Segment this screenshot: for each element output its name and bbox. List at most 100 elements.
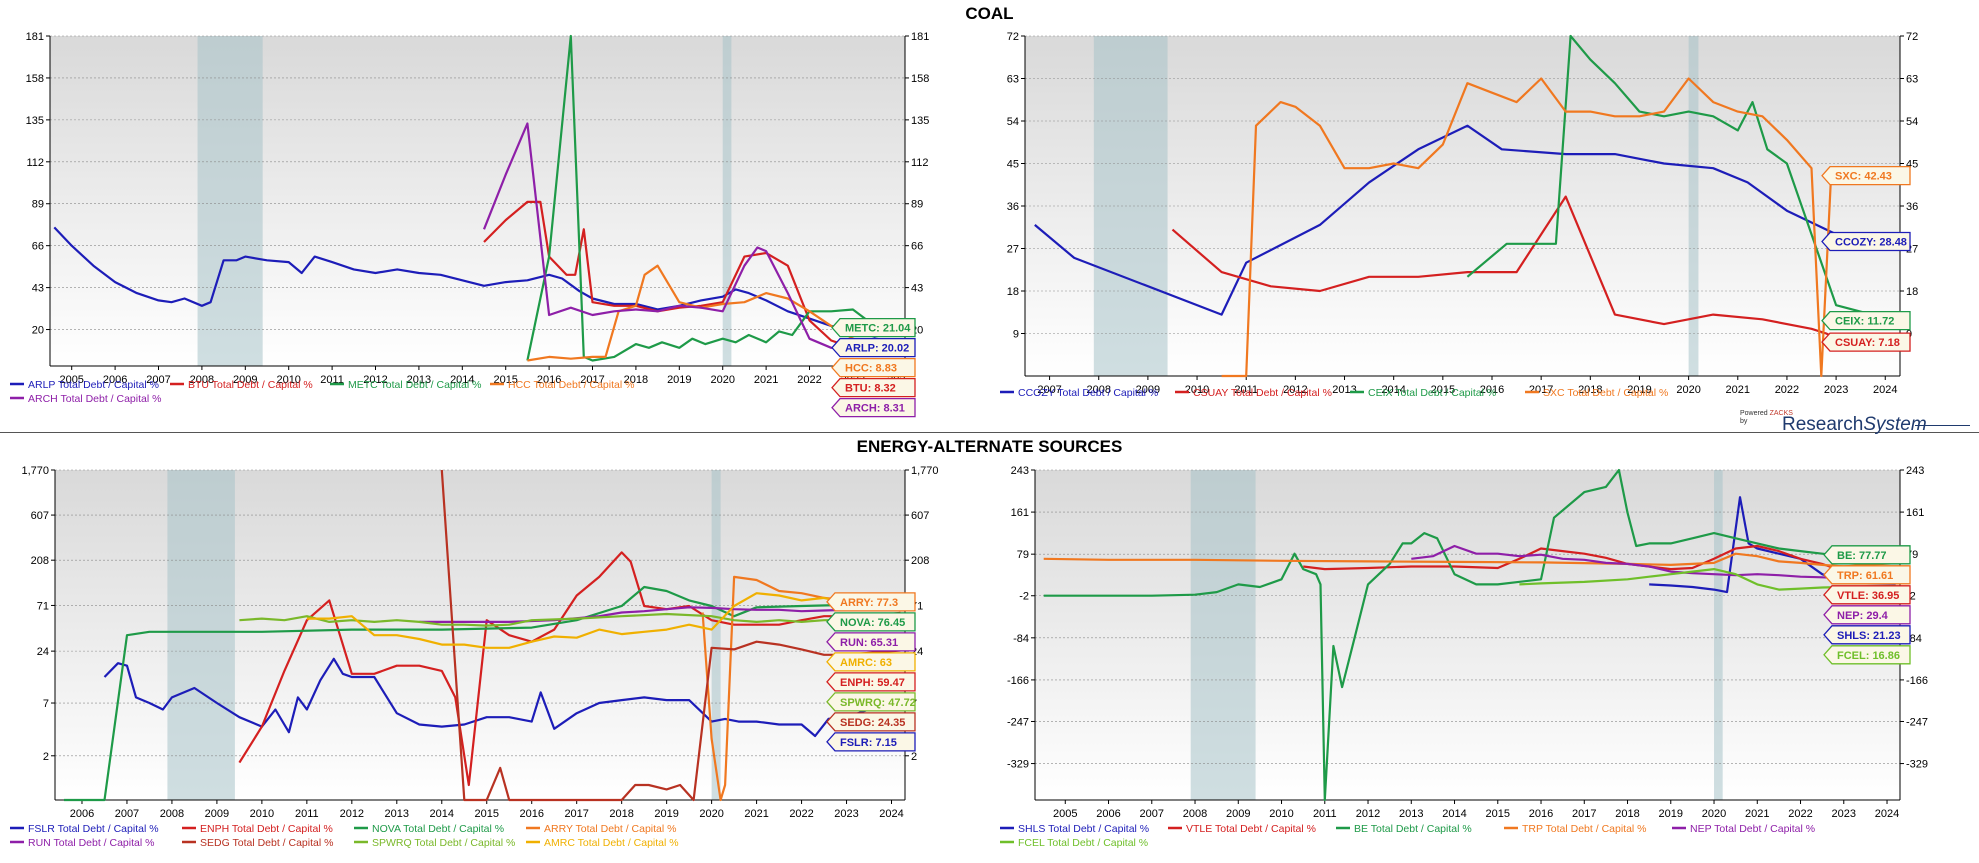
end-value-label: BE: 77.77 [1823,545,1911,565]
y-tick-label-left: -166 [1007,675,1029,687]
y-tick-label-right: 135 [911,115,929,127]
x-tick-label: 2008 [1086,384,1110,396]
end-value-label: SXC: 42.43 [1821,165,1911,186]
legend-item: ARCH Total Debt / Capital % [10,393,161,405]
y-tick-label-left: -2 [1019,591,1029,603]
legend-item: CSUAY Total Debt / Capital % [1175,387,1332,399]
end-label-text: ENPH: 59.47 [840,677,905,689]
y-tick-label-right: 2 [911,751,917,763]
x-tick-label: 2018 [624,374,648,386]
y-tick-label-right: 208 [911,555,929,567]
legend-item: NOVA Total Debt / Capital % [354,823,504,835]
y-tick-label-right: 112 [911,157,929,169]
x-tick-label: 2005 [1053,808,1077,820]
x-tick-label: 2008 [190,374,214,386]
series-line [1034,124,1896,316]
chart-coal-right: 9918182727363645455454636372722007200820… [1000,31,1918,399]
legend-item: FCEL Total Debt / Capital % [1000,837,1148,849]
end-label-text: VTLE: 36.95 [1837,590,1899,602]
x-tick-label: 2007 [115,808,139,820]
chart-panel-energy-left: 2277242471712082086076071,7701,770200620… [0,460,985,858]
brand-powered-by: Powered ZACKS by [1740,410,1793,425]
end-label-text: HCC: 8.83 [845,363,897,375]
series-line [53,226,906,338]
legend-label: CEIX Total Debt / Capital % [1368,387,1496,399]
y-tick-label-left: 607 [31,510,49,522]
y-tick-label-left: 36 [1007,201,1019,213]
end-label-text: BTU: 8.32 [845,383,896,395]
legend-item: SEDG Total Debt / Capital % [182,837,333,849]
end-value-label: ENPH: 59.47 [826,672,916,692]
y-tick-label-left: -329 [1007,759,1029,771]
y-tick-label-right: 89 [911,199,923,211]
end-label-text: RUN: 65.31 [840,637,898,649]
x-tick-label: 2022 [789,808,813,820]
y-tick-label-left: 161 [1011,507,1029,519]
series-line [239,612,901,627]
x-tick-label: 2018 [1615,808,1639,820]
end-value-label: TRP: 61.61 [1823,565,1911,585]
legend-label: ARCH Total Debt / Capital % [28,393,161,405]
legend-item: BE Total Debt / Capital % [1336,823,1472,835]
x-tick-label: 2015 [1431,384,1455,396]
x-tick-label: 2020 [710,374,734,386]
x-tick-label: 2016 [519,808,543,820]
x-tick-label: 2022 [797,374,821,386]
y-tick-label-left: 79 [1017,549,1029,561]
x-tick-label: 2009 [1136,384,1160,396]
legend-label: NEP Total Debt / Capital % [1690,823,1815,835]
end-value-label: FCEL: 16.86 [1823,645,1911,665]
chart-energy-left: 2277242471712082086076071,7701,770200620… [10,465,939,849]
y-tick-label-left: 208 [31,555,49,567]
y-tick-label-left: 1,770 [21,465,49,477]
legend-label: FCEL Total Debt / Capital % [1018,837,1148,849]
x-tick-label: 2021 [1726,384,1750,396]
end-value-label: RUN: 65.31 [826,632,916,652]
series-line [306,592,901,649]
y-tick-label-left: -247 [1007,716,1029,728]
y-tick-label-left: -84 [1013,633,1029,645]
end-label-box [826,632,916,652]
y-tick-label-left: 71 [37,600,49,612]
legend-item: TRP Total Debt / Capital % [1504,823,1647,835]
recession-band [167,470,235,800]
legend-item: VTLE Total Debt / Capital % [1168,823,1316,835]
x-tick-label: 2024 [879,808,903,820]
y-tick-label-right: 158 [911,73,929,85]
end-label-box [831,397,916,418]
y-tick-label-right: 63 [1906,74,1918,86]
end-label-box [826,672,916,692]
recession-band [711,470,721,800]
x-tick-label: 2024 [1873,384,1897,396]
x-tick-label: 2010 [1269,808,1293,820]
legend-label: AMRC Total Debt / Capital % [544,837,679,849]
x-tick-label: 2014 [430,808,454,820]
legend-label: SHLS Total Debt / Capital % [1018,823,1149,835]
x-tick-label: 2008 [1183,808,1207,820]
y-tick-label-left: 24 [37,646,49,658]
x-tick-label: 2011 [1234,384,1258,396]
end-label-box [831,377,916,398]
y-tick-label-left: 63 [1007,74,1019,86]
legend-label: SPWRQ Total Debt / Capital % [372,837,515,849]
end-label-text: ARLP: 20.02 [845,343,909,355]
legend-item: NEP Total Debt / Capital % [1672,823,1815,835]
x-tick-label: 2020 [1676,384,1700,396]
x-tick-label: 2006 [103,374,127,386]
y-tick-label-right: 181 [911,31,929,43]
legend-item: ARLP Total Debt / Capital % [10,379,159,391]
x-tick-label: 2005 [59,374,83,386]
x-tick-label: 2010 [250,808,274,820]
legend-label: SEDG Total Debt / Capital % [200,837,333,849]
end-label-box [1823,545,1911,565]
x-tick-label: 2020 [699,808,723,820]
legend-label: ENPH Total Debt / Capital % [200,823,333,835]
y-tick-label-right: -329 [1906,759,1928,771]
y-tick-label-right: -166 [1906,675,1928,687]
coal-section-title: COAL [965,4,1014,23]
x-tick-label: 2007 [146,374,170,386]
series-line [482,122,906,352]
x-tick-label: 2012 [1356,808,1380,820]
y-tick-label-left: 89 [32,199,44,211]
end-value-label: VTLE: 36.95 [1823,585,1911,605]
